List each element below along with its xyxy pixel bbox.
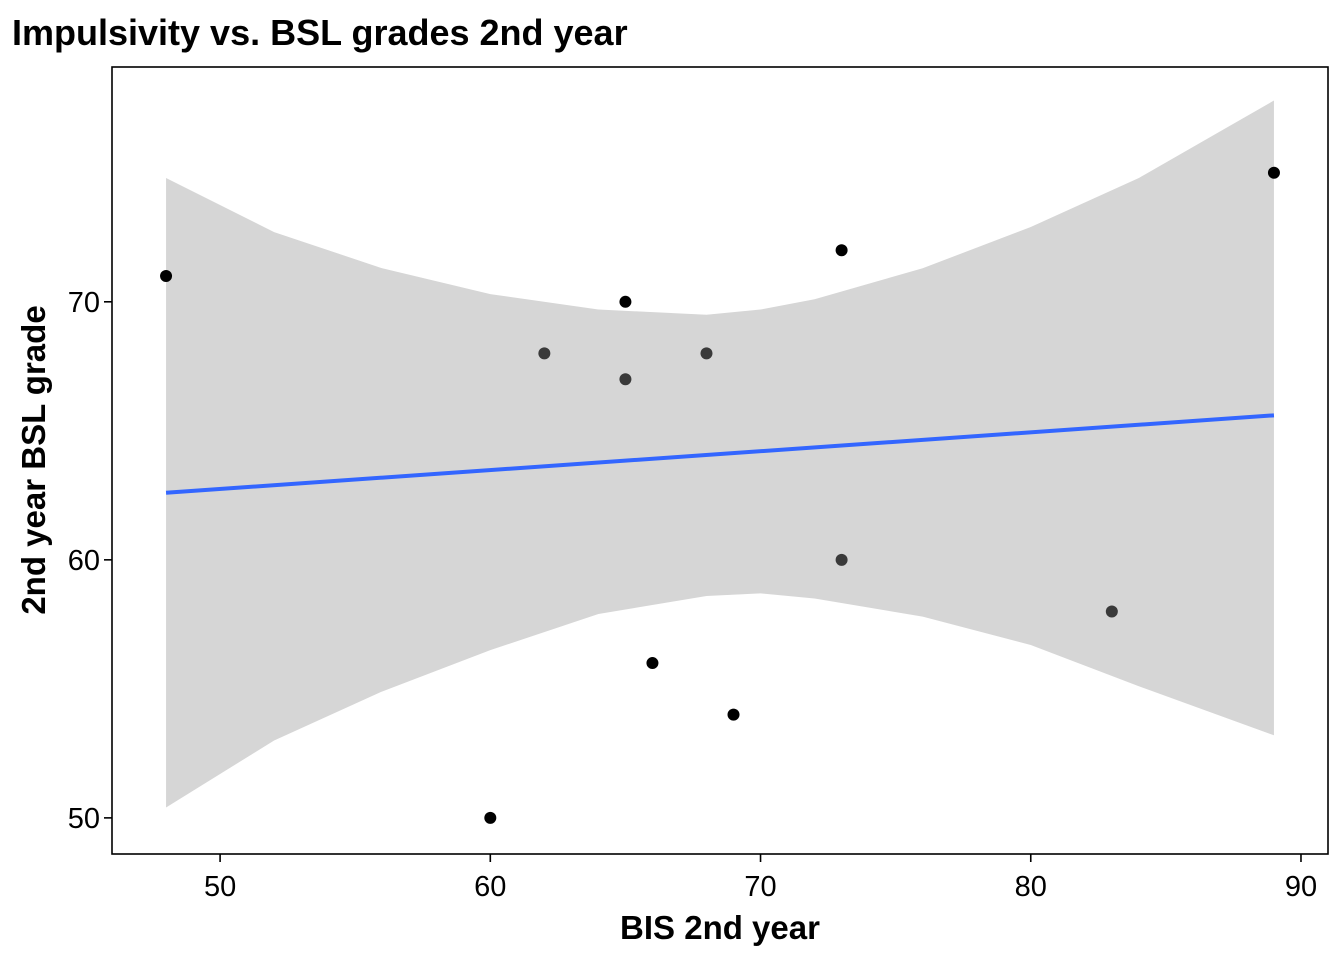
data-point [484,811,497,824]
fit-line-layer [165,413,1275,495]
x-axis-label: BIS 2nd year [620,909,820,946]
y-axis-ticks: 50 60 70 [68,287,112,835]
regression-line [165,413,1275,495]
data-point [835,244,848,257]
chart-title: Impulsivity vs. BSL grades 2nd year [12,12,628,53]
x-tick-label: 70 [744,871,776,903]
y-tick-label: 60 [68,545,100,577]
data-point [646,657,659,670]
data-point [727,708,740,721]
data-point [538,347,551,360]
data-point [835,553,848,566]
y-tick-label: 50 [68,803,100,835]
data-point [160,270,173,283]
data-point [619,295,632,308]
data-point [619,373,632,386]
x-tick-label: 90 [1285,871,1317,903]
x-tick-label: 80 [1015,871,1047,903]
x-axis-ticks: 50 60 70 80 90 [204,854,1317,903]
y-axis-label: 2nd year BSL grade [15,305,52,614]
data-points-layer [160,166,1280,824]
x-tick-label: 50 [204,871,236,903]
data-point [1105,605,1118,618]
plot-panel-border [111,66,1329,855]
data-point [1267,166,1280,179]
y-tick-label: 70 [68,287,100,319]
x-tick-label: 60 [474,871,506,903]
data-point [700,347,713,360]
